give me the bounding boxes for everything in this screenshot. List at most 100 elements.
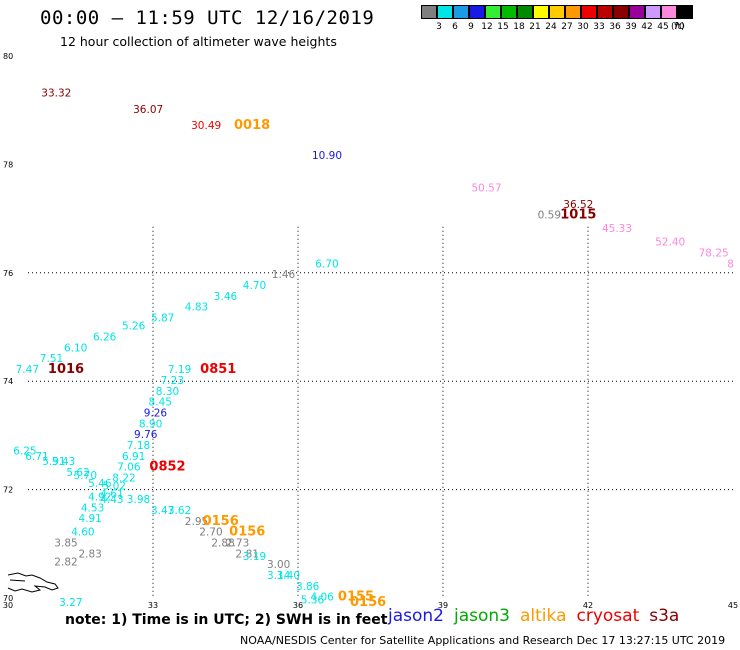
wave-height-label: 3.19 [243, 551, 266, 563]
lon-tick-label: 42 [583, 601, 593, 610]
colorbar-swatch [453, 5, 469, 19]
colorbar-swatch [581, 5, 597, 19]
wave-height-label: 4.06 [310, 592, 334, 604]
observation-time-label: 0156 [229, 525, 265, 540]
colorbar-swatch [485, 5, 501, 19]
colorbar-label: 45 [657, 22, 669, 32]
credit-line: NOAA/NESDIS Center for Satellite Applica… [240, 634, 726, 647]
wave-height-label: 3.14 [267, 570, 291, 582]
wave-height-label: 2.70 [199, 527, 222, 539]
wave-height-label: 3.86 [296, 581, 320, 593]
wave-height-label: 6.91 [122, 451, 145, 463]
wave-height-label: 2.95 [185, 516, 208, 528]
wave-height-label: 2.73 [226, 538, 249, 550]
colorbar-label: 70 [673, 22, 685, 32]
wave-height-label: 3.27 [59, 597, 82, 609]
wave-height-label: 8.30 [156, 386, 179, 398]
wave-height-label: 30.49 [191, 120, 221, 132]
wave-height-label: 5.02 [103, 481, 126, 493]
lon-tick-label: 30 [3, 601, 13, 610]
wave-height-label: 1.46 [272, 269, 296, 281]
satellite-legend: jason2 jason3 altika cryosat s3a [388, 606, 689, 626]
wave-height-label: 3.00 [267, 559, 290, 571]
wave-height-label: 2.82 [54, 556, 77, 568]
wave-height-label: 78.25 [699, 248, 729, 260]
wave-height-label: 7.47 [16, 364, 39, 376]
lat-tick-label: 78 [3, 160, 13, 169]
colorbar-swatch [533, 5, 549, 19]
legend-item-altika: altika [520, 606, 567, 626]
observation-time-label: 1016 [48, 362, 84, 377]
wave-height-label: 8.45 [149, 397, 172, 409]
wave-height-label: 2.83 [78, 548, 101, 560]
legend-item-jason2: jason2 [388, 606, 444, 626]
colorbar-swatch [565, 5, 581, 19]
wave-height-label: 6.26 [93, 332, 117, 344]
wave-height-label: 33.32 [41, 88, 71, 100]
wave-height-label: 10.90 [312, 150, 342, 162]
observation-time-label: 0155 [338, 590, 374, 605]
colorbar-swatch [597, 5, 613, 19]
observation-time-label: 1015 [560, 208, 596, 223]
colorbar-swatch [645, 5, 661, 19]
wave-height-label: 5.70 [74, 470, 97, 482]
wave-height-label: 0.59 [538, 210, 561, 222]
map-title: 00:00 — 11:59 UTC 12/16/2019 [40, 7, 375, 29]
colorbar-label: 21 [529, 22, 541, 32]
wave-height-label: 7.23 [161, 375, 184, 387]
wave-height-label: 45.33 [602, 223, 632, 235]
legend-item-s3a: s3a [649, 606, 680, 626]
legend-item-jason3: jason3 [454, 606, 510, 626]
wave-height-label: 4.92 [88, 491, 111, 503]
wave-height-label: 4.53 [81, 502, 104, 514]
wave-height-label: 52.40 [655, 237, 685, 249]
colorbar-label: 6 [452, 22, 458, 32]
wave-height-label: 6.70 [315, 258, 338, 270]
observation-time-label: 0156 [350, 595, 386, 610]
colorbar-label: 36 [609, 22, 621, 32]
colorbar-label: 33 [593, 22, 605, 32]
wave-height-label: 3.40 [277, 570, 300, 582]
wave-height-label: 36.07 [133, 104, 163, 116]
wave-height-label: 5.62 [66, 467, 89, 479]
wave-height-label: 4.43 [100, 494, 123, 506]
colorbar-swatch [661, 5, 677, 19]
wave-height-label: 8 [727, 258, 734, 270]
wave-height-label: 4.60 [71, 527, 94, 539]
lat-tick-label: 72 [3, 486, 13, 495]
observation-time-label: 0851 [200, 362, 236, 377]
wave-height-label: 9.76 [134, 429, 158, 441]
wave-height-label: 6.25 [13, 445, 36, 457]
lon-tick-label: 45 [728, 601, 738, 610]
wave-height-label: 2.88 [211, 538, 234, 550]
legend-item-cryosat: cryosat [576, 606, 640, 626]
colorbar-swatch [613, 5, 629, 19]
lat-tick-label: 80 [3, 52, 13, 61]
lat-tick-label: 70 [3, 594, 13, 603]
wave-height-label: 5.26 [122, 321, 146, 333]
coastline-shape [7, 572, 59, 593]
colorbar-swatch [629, 5, 645, 19]
wave-height-label: 6.71 [25, 451, 48, 463]
colorbar-swatch [421, 5, 437, 19]
colorbar-unit: (ft) [671, 22, 685, 32]
wave-height-label: 8.22 [112, 472, 135, 484]
wave-height-label: 3.62 [168, 505, 191, 517]
wave-height-label: 50.57 [471, 183, 501, 195]
units-note: note: 1) Time is in UTC; 2) SWH is in fe… [65, 612, 388, 628]
wave-height-label: 5.91 [42, 456, 65, 468]
wave-height-label: 7.18 [127, 440, 150, 452]
wave-height-label: 3.85 [54, 538, 77, 550]
colorbar-label: 27 [561, 22, 573, 32]
wave-height-label: 9.26 [144, 407, 168, 419]
colorbar-label: 15 [497, 22, 509, 32]
lat-tick-label: 76 [3, 269, 13, 278]
colorbar-swatch [501, 5, 517, 19]
wave-height-label: 3.46 [214, 291, 238, 303]
lon-tick-label: 33 [148, 601, 158, 610]
wave-height-label: 3.98 [127, 494, 150, 506]
observation-time-label: 0852 [149, 460, 185, 475]
wave-height-label: 5.36 [301, 594, 325, 606]
wave-height-label: 8.90 [139, 418, 162, 430]
